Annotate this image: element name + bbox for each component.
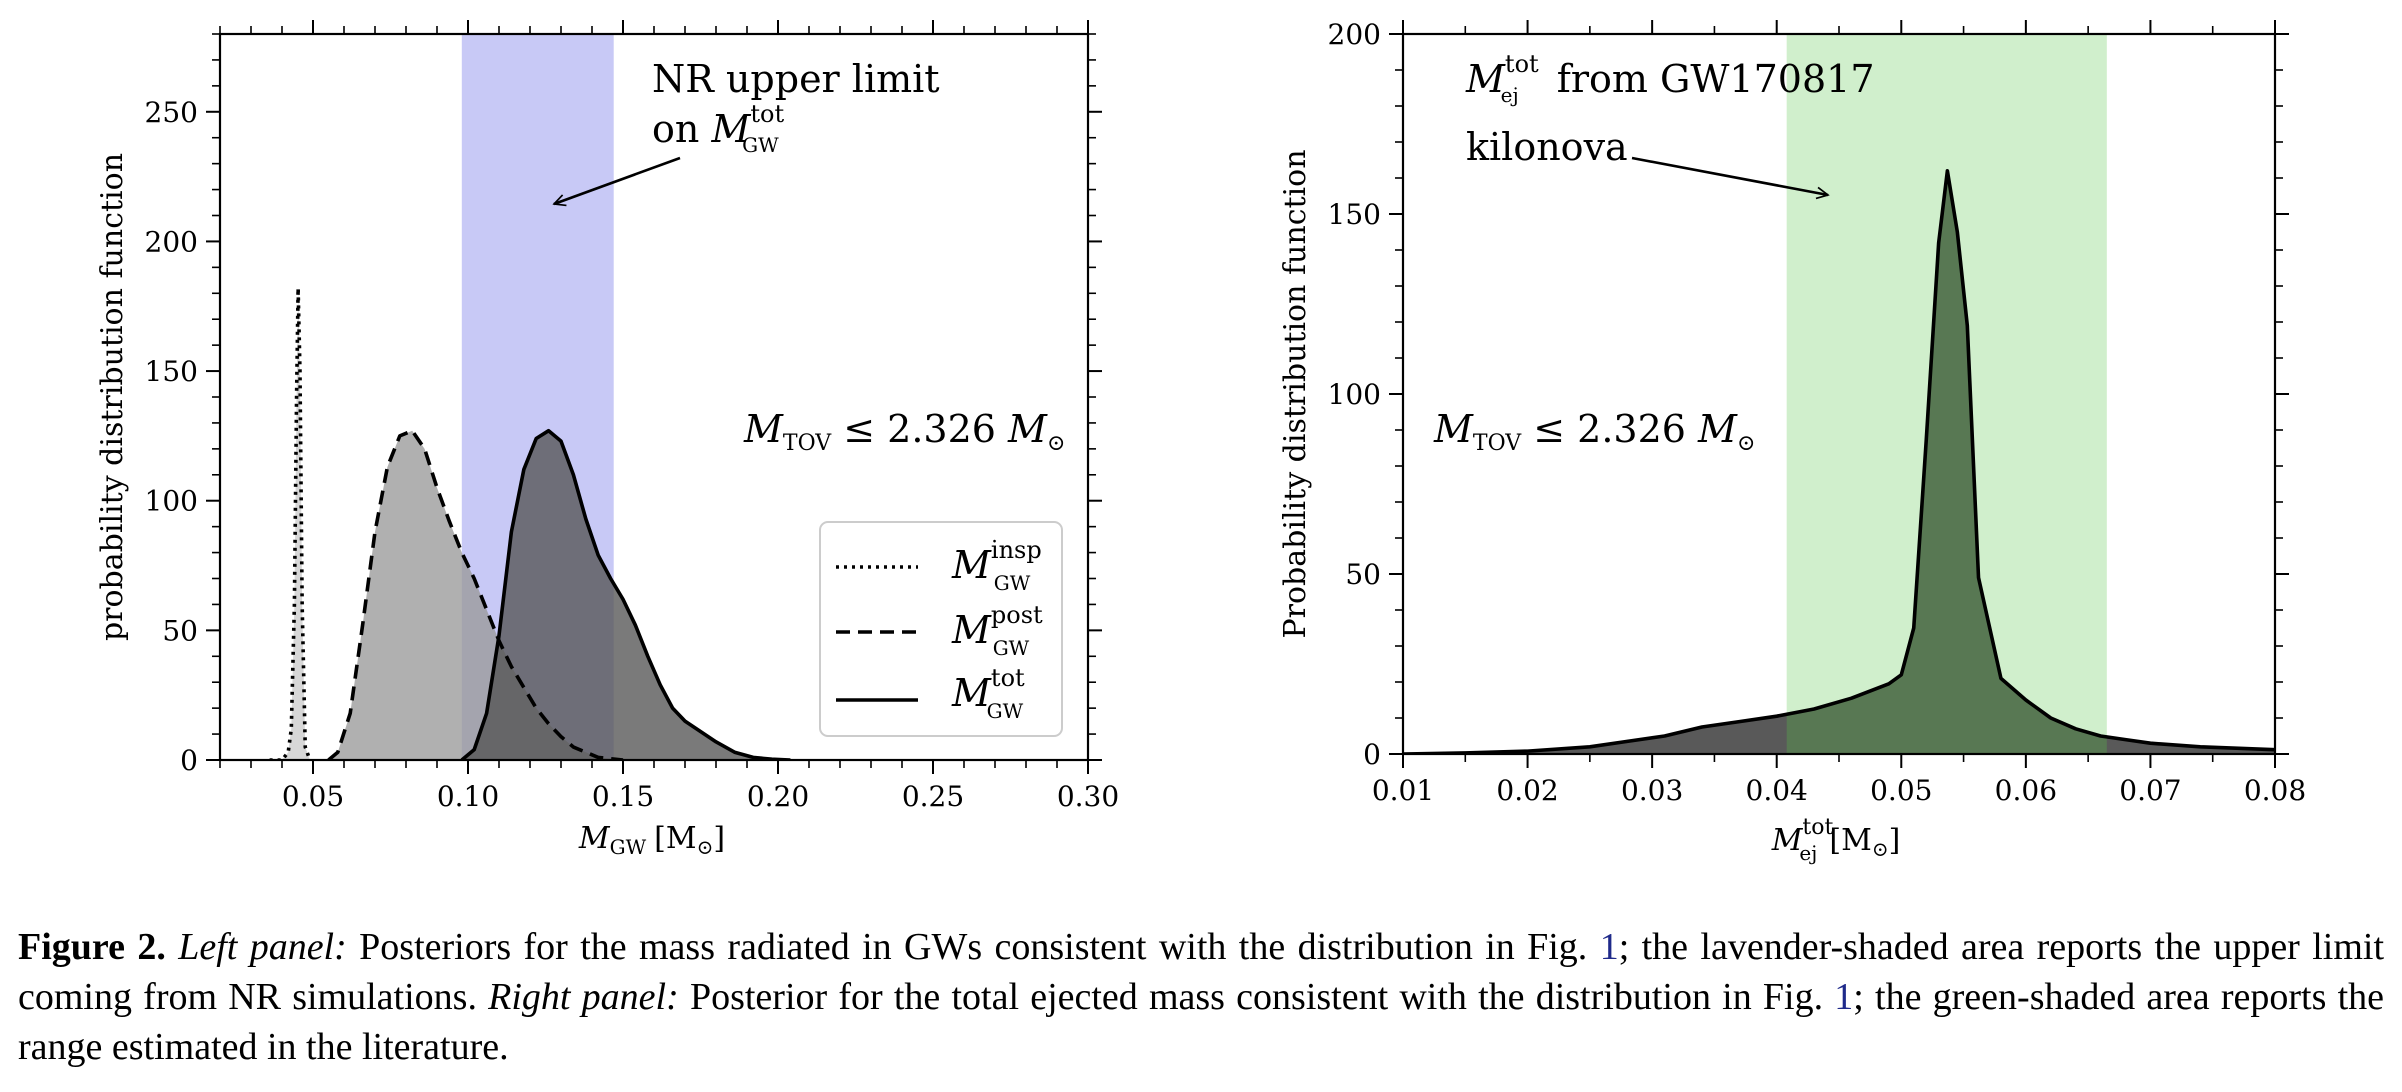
right-y-tick-label: 200 bbox=[1328, 18, 1381, 51]
right-panel: 0.01 0.02 0.03 0.04 0.05 0.06 0.07 0.08 0 50 100 15… bbox=[1278, 18, 2306, 865]
caption-left-label: Left panel: bbox=[178, 926, 347, 968]
right-tov-annotation: MTOV ≤ 2.326 M⊙ bbox=[1433, 407, 1755, 456]
left-y-tick-label: 200 bbox=[145, 225, 198, 258]
ejecta-posterior-line bbox=[1403, 169, 2275, 754]
series-post-line bbox=[327, 428, 624, 760]
kilonova-annotation-line2: kilonova bbox=[1466, 125, 1628, 169]
right-y-tick-label: 100 bbox=[1328, 378, 1381, 411]
right-series-group bbox=[1403, 169, 2275, 754]
left-y-tick-label: 50 bbox=[162, 614, 198, 647]
right-x-tick-label: 0.02 bbox=[1496, 774, 1558, 807]
series-tot-fill bbox=[461, 430, 791, 760]
right-y-tick-label: 150 bbox=[1328, 198, 1381, 231]
right-x-axis-label: Mtot ej [M⊙] bbox=[1771, 815, 1901, 865]
caption-left-text-2: ; the lavender-shaded area reports the u… bbox=[18, 926, 2385, 1018]
caption-right-label: Right panel: bbox=[488, 976, 679, 1018]
right-x-tick-label: 0.07 bbox=[2119, 774, 2181, 807]
caption-right-text-1: Posterior for the total ejected mass con… bbox=[678, 976, 1835, 1018]
figure: 0.05 0.10 0.15 0.20 0.25 0.30050100150200250 … bbox=[95, 18, 2306, 865]
legend-insp-label: Minsp GW bbox=[951, 536, 1042, 595]
left-ticks: 0.05 0.10 0.15 0.20 0.25 0.30 0 50 100 150 200 250 bbox=[145, 20, 1119, 813]
left-x-tick-label: 0.15 bbox=[592, 780, 654, 813]
left-x-axis-label: MGW [M⊙] bbox=[578, 821, 725, 859]
right-x-tick-label: 0.01 bbox=[1372, 774, 1434, 807]
left-x-tick-label: 0.05 bbox=[282, 780, 344, 813]
right-y-axis-label: Probability distribution function bbox=[1278, 149, 1313, 638]
left-x-tick-label: 0.25 bbox=[902, 780, 964, 813]
caption-ref-fig1-b[interactable]: 1 bbox=[1834, 976, 1854, 1018]
series-tot-line bbox=[460, 428, 791, 760]
left-y-axis-label: probability distribution function bbox=[95, 153, 130, 641]
left-x-tick-label: 0.30 bbox=[1057, 780, 1119, 813]
caption-ref-fig1-a[interactable]: 1 bbox=[1599, 926, 1619, 968]
right-x-tick-label: 0.05 bbox=[1870, 774, 1932, 807]
nr-upper-limit-arrow bbox=[554, 156, 681, 204]
right-x-tick-label: 0.08 bbox=[2244, 774, 2306, 807]
left-y-tick-label: 0 bbox=[180, 744, 198, 777]
series-insp-fill bbox=[269, 288, 310, 760]
kilonova-annotation: Mtot ej from GW170817 bbox=[1465, 50, 1875, 107]
right-x-tick-label: 0.04 bbox=[1746, 774, 1808, 807]
left-series-group bbox=[269, 286, 791, 760]
ejecta-posterior-fill-in-band bbox=[1786, 170, 2107, 754]
caption-right-text-2: ; the green-shaded area reports the rang… bbox=[18, 976, 2384, 1068]
nr-upper-limit-symbol: on Mtot GW bbox=[652, 100, 784, 157]
left-y-tick-label: 100 bbox=[145, 485, 198, 518]
nr-upper-limit-label: NR upper limit bbox=[652, 57, 940, 101]
left-x-tick-label: 0.10 bbox=[437, 780, 499, 813]
series-insp-line bbox=[269, 286, 312, 760]
legend: Minsp GW Mpost GW Mtot GW bbox=[819, 521, 1063, 737]
kilonova-arrow bbox=[1631, 156, 1828, 195]
left-panel: 0.05 0.10 0.15 0.20 0.25 0.30050100150200250 … bbox=[95, 20, 1119, 859]
right-y-tick-label: 0 bbox=[1363, 738, 1381, 771]
left-x-tick-label: 0.20 bbox=[747, 780, 809, 813]
legend-post-label: Mpost GW bbox=[951, 601, 1043, 660]
left-tov-annotation: MTOV ≤ 2.326 M⊙ bbox=[743, 407, 1065, 456]
legend-tot-label: Mtot GW bbox=[951, 664, 1025, 723]
left-y-tick-label: 250 bbox=[145, 96, 198, 129]
series-post-fill bbox=[328, 430, 623, 760]
right-x-tick-label: 0.03 bbox=[1621, 774, 1683, 807]
right-y-tick-label: 50 bbox=[1345, 558, 1381, 591]
legend-frame bbox=[819, 521, 1063, 737]
caption-left-text-1: Posteriors for the mass radiated in GWs … bbox=[346, 926, 1600, 968]
left-y-tick-label: 150 bbox=[145, 355, 198, 388]
caption-figure-label: Figure 2. bbox=[18, 926, 166, 968]
right-x-tick-label: 0.06 bbox=[1995, 774, 2057, 807]
right-ticks: 0.01 0.02 0.03 0.04 0.05 0.06 0.07 0.08 0 50 100 15… bbox=[1328, 18, 2307, 807]
figure-caption: Figure 2. Left panel: Posteriors for the… bbox=[18, 922, 2384, 1072]
